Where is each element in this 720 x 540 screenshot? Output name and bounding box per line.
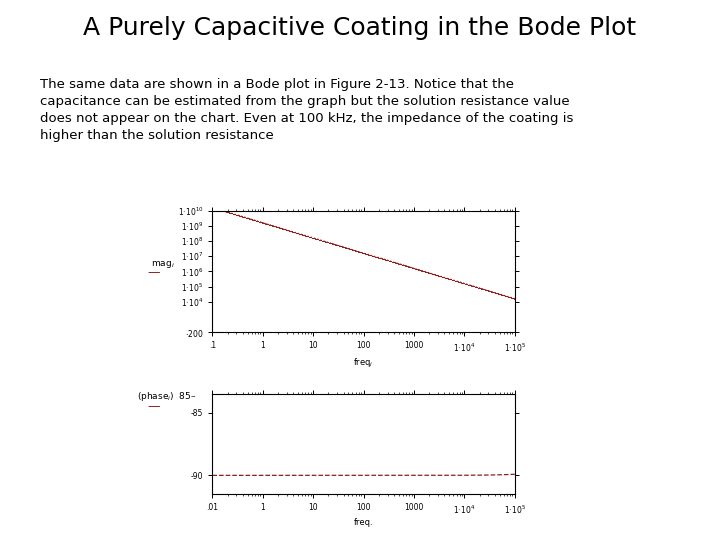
Text: —: — [148, 266, 160, 279]
Text: —: — [148, 400, 160, 413]
Text: (phase$_i$)  85–: (phase$_i$) 85– [137, 390, 197, 403]
X-axis label: freq$_i$: freq$_i$ [354, 356, 374, 369]
Text: mag$_i$: mag$_i$ [151, 259, 175, 270]
X-axis label: freq.: freq. [354, 518, 374, 527]
Text: The same data are shown in a Bode plot in Figure 2-13. Notice that the
capacitan: The same data are shown in a Bode plot i… [40, 78, 573, 143]
Text: A Purely Capacitive Coating in the Bode Plot: A Purely Capacitive Coating in the Bode … [84, 16, 636, 40]
